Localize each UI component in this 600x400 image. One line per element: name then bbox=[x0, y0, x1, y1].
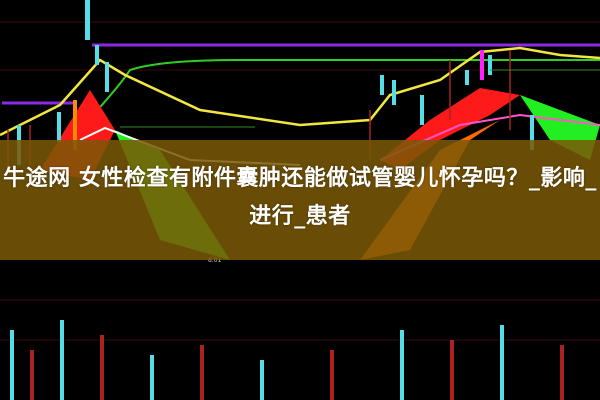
price-marker-label: 8.01 bbox=[208, 257, 222, 264]
article-headline: 牛途网 女性检查有附件囊肿还能做试管婴儿怀孕吗？_影响_进行_患者 bbox=[3, 166, 597, 229]
title-overlay-band bbox=[0, 140, 600, 260]
volume-bars bbox=[10, 320, 564, 400]
